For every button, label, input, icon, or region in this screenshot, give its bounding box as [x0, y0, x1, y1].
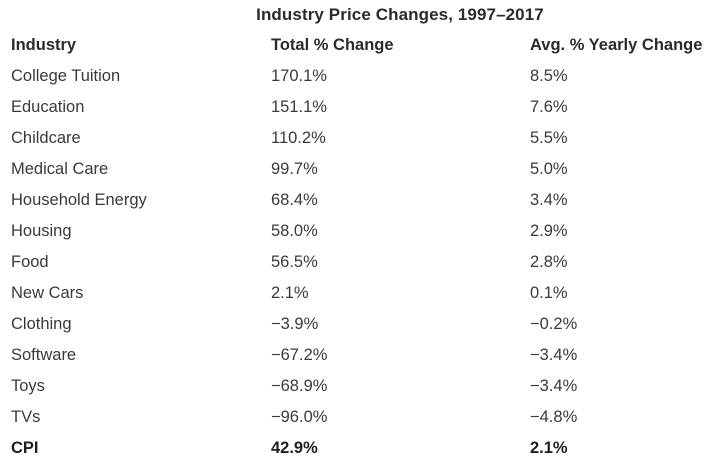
- table-row: Education 151.1% 7.6%: [0, 92, 721, 123]
- industry-cell: TVs: [11, 408, 41, 426]
- table-row: Food 56.5% 2.8%: [0, 247, 721, 278]
- total-change-cell: 110.2%: [271, 129, 326, 147]
- industry-cell: Education: [11, 98, 85, 116]
- industry-cell: Household Energy: [11, 191, 147, 209]
- industry-cell: Clothing: [11, 315, 72, 333]
- industry-cell: Childcare: [11, 129, 81, 147]
- table-row: Toys −68.9% −3.4%: [0, 371, 721, 402]
- total-change-cell: 170.1%: [271, 67, 327, 85]
- total-change-cell: −96.0%: [271, 408, 328, 426]
- industry-cell: New Cars: [11, 284, 84, 302]
- table-row: Clothing −3.9% −0.2%: [0, 309, 721, 340]
- table-row: Housing 58.0% 2.9%: [0, 216, 721, 247]
- avg-yearly-change-cell: 7.6%: [530, 98, 568, 116]
- cpi-label: CPI: [11, 439, 39, 457]
- table-row: TVs −96.0% −4.8%: [0, 402, 721, 433]
- cpi-avg-yearly-change: 2.1%: [530, 439, 568, 457]
- total-change-cell: 151.1%: [271, 98, 327, 116]
- avg-yearly-change-cell: −4.8%: [530, 408, 578, 426]
- avg-yearly-change-cell: −0.2%: [530, 315, 578, 333]
- industry-cell: Toys: [11, 377, 45, 395]
- total-change-cell: 99.7%: [271, 160, 318, 178]
- table-header-row: Industry Total % Change Avg. % Yearly Ch…: [0, 30, 721, 61]
- cpi-total-row: CPI 42.9% 2.1%: [0, 433, 721, 464]
- total-change-cell: 58.0%: [271, 222, 318, 240]
- total-change-cell: 68.4%: [271, 191, 318, 209]
- table-row: College Tuition 170.1% 8.5%: [0, 61, 721, 92]
- avg-yearly-change-cell: −3.4%: [530, 377, 578, 395]
- avg-yearly-change-cell: 8.5%: [530, 67, 568, 85]
- avg-yearly-change-cell: 2.8%: [530, 253, 568, 271]
- industry-cell: College Tuition: [11, 67, 121, 85]
- industry-cell: Software: [11, 346, 77, 364]
- avg-yearly-change-cell: −3.4%: [530, 346, 578, 364]
- avg-yearly-change-cell: 3.4%: [530, 191, 568, 209]
- industry-cell: Medical Care: [11, 160, 109, 178]
- total-change-cell: −67.2%: [271, 346, 328, 364]
- header-industry: Industry: [11, 36, 77, 54]
- total-change-cell: 2.1%: [271, 284, 309, 302]
- table-row: Medical Care 99.7% 5.0%: [0, 154, 721, 185]
- header-avg-yearly-change: Avg. % Yearly Change: [530, 36, 703, 54]
- total-change-cell: −3.9%: [271, 315, 319, 333]
- table-row: Household Energy 68.4% 3.4%: [0, 185, 721, 216]
- avg-yearly-change-cell: 5.5%: [530, 129, 568, 147]
- avg-yearly-change-cell: 2.9%: [530, 222, 568, 240]
- avg-yearly-change-cell: 5.0%: [530, 160, 568, 178]
- cpi-total-change: 42.9%: [271, 439, 318, 457]
- table-row: New Cars 2.1% 0.1%: [0, 278, 721, 309]
- industry-cell: Housing: [11, 222, 72, 240]
- total-change-cell: 56.5%: [271, 253, 318, 271]
- table-title: Industry Price Changes, 1997–2017: [256, 5, 544, 24]
- table-row: Software −67.2% −3.4%: [0, 340, 721, 371]
- industry-cell: Food: [11, 253, 49, 271]
- total-change-cell: −68.9%: [271, 377, 328, 395]
- table-row: Childcare 110.2% 5.5%: [0, 123, 721, 154]
- header-total-change: Total % Change: [271, 36, 394, 54]
- avg-yearly-change-cell: 0.1%: [530, 284, 568, 302]
